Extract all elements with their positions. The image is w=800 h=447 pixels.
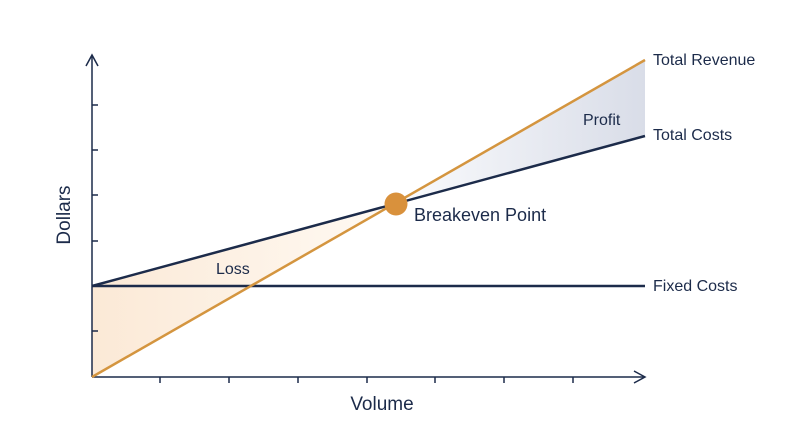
x-axis-label: Volume [350, 394, 413, 415]
fixed-costs-label: Fixed Costs [653, 278, 737, 295]
axes [85, 53, 647, 384]
total-revenue-line [91, 58, 646, 379]
total-costs-line [91, 134, 646, 288]
total-costs-label: Total Costs [653, 127, 732, 144]
y-axis-label: Dollars [54, 185, 75, 244]
profit-label: Profit [583, 112, 621, 129]
total-revenue-label: Total Revenue [653, 52, 755, 69]
breakeven-label: Breakeven Point [414, 205, 546, 225]
breakeven-marker [384, 192, 408, 216]
loss-label: Loss [216, 261, 250, 278]
